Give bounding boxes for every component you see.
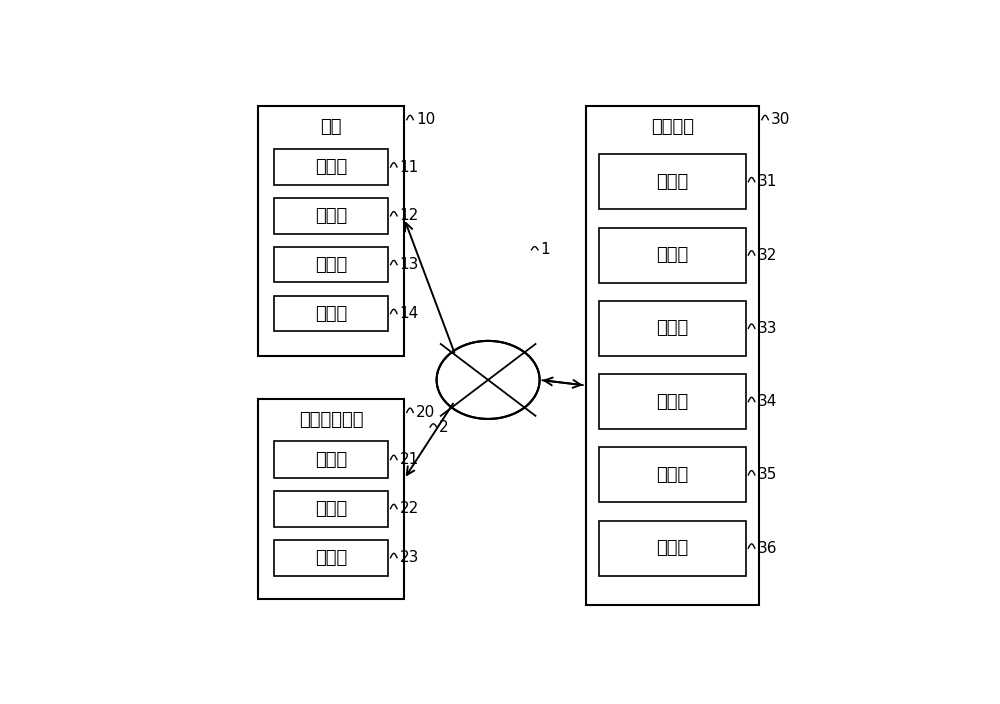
Text: 便携终端: 便携终端 bbox=[651, 118, 694, 136]
Bar bbox=[599, 448, 746, 503]
Bar bbox=[599, 227, 746, 282]
Text: 2: 2 bbox=[439, 420, 449, 434]
Text: 控制部: 控制部 bbox=[315, 305, 347, 322]
Bar bbox=[599, 301, 746, 356]
Bar bbox=[258, 106, 404, 356]
Text: 存储部: 存储部 bbox=[315, 256, 347, 274]
Text: 输出部: 输出部 bbox=[656, 393, 689, 410]
Bar bbox=[599, 154, 746, 209]
Text: 控制部: 控制部 bbox=[315, 548, 347, 567]
Text: 21: 21 bbox=[400, 452, 419, 467]
Bar bbox=[274, 491, 388, 527]
Text: 34: 34 bbox=[758, 394, 777, 409]
Text: 11: 11 bbox=[400, 160, 419, 175]
Text: 控制部: 控制部 bbox=[656, 539, 689, 558]
Text: 通信部: 通信部 bbox=[315, 451, 347, 469]
Text: 33: 33 bbox=[758, 321, 777, 336]
Text: 输入部: 输入部 bbox=[656, 320, 689, 337]
Text: 10: 10 bbox=[416, 112, 435, 127]
Text: 30: 30 bbox=[771, 112, 790, 127]
Bar bbox=[258, 399, 404, 600]
Bar bbox=[274, 539, 388, 576]
Text: 通信部: 通信部 bbox=[656, 172, 689, 191]
Text: 22: 22 bbox=[400, 501, 419, 516]
Bar bbox=[599, 521, 746, 576]
Bar bbox=[274, 296, 388, 332]
Text: 14: 14 bbox=[400, 306, 419, 321]
Text: 12: 12 bbox=[400, 208, 419, 223]
Bar bbox=[274, 247, 388, 282]
Text: 1: 1 bbox=[541, 242, 550, 258]
Text: 通信部: 通信部 bbox=[315, 158, 347, 176]
Bar bbox=[274, 441, 388, 478]
Bar bbox=[586, 106, 759, 605]
Text: 存储部: 存储部 bbox=[315, 500, 347, 517]
Text: 36: 36 bbox=[758, 541, 777, 555]
Text: 定位部: 定位部 bbox=[315, 207, 347, 225]
Bar bbox=[599, 374, 746, 429]
Text: 定位部: 定位部 bbox=[656, 246, 689, 264]
Text: 31: 31 bbox=[758, 175, 777, 189]
Text: 存储部: 存储部 bbox=[656, 466, 689, 484]
Bar bbox=[274, 149, 388, 185]
Bar bbox=[274, 198, 388, 234]
Ellipse shape bbox=[437, 341, 540, 419]
Text: 车辆: 车辆 bbox=[320, 118, 342, 136]
Text: 35: 35 bbox=[758, 467, 777, 482]
Text: 23: 23 bbox=[400, 551, 419, 565]
Text: 信息处理装置: 信息处理装置 bbox=[299, 411, 363, 429]
Text: 13: 13 bbox=[400, 257, 419, 272]
Text: 20: 20 bbox=[416, 405, 435, 420]
Text: 32: 32 bbox=[758, 248, 777, 263]
